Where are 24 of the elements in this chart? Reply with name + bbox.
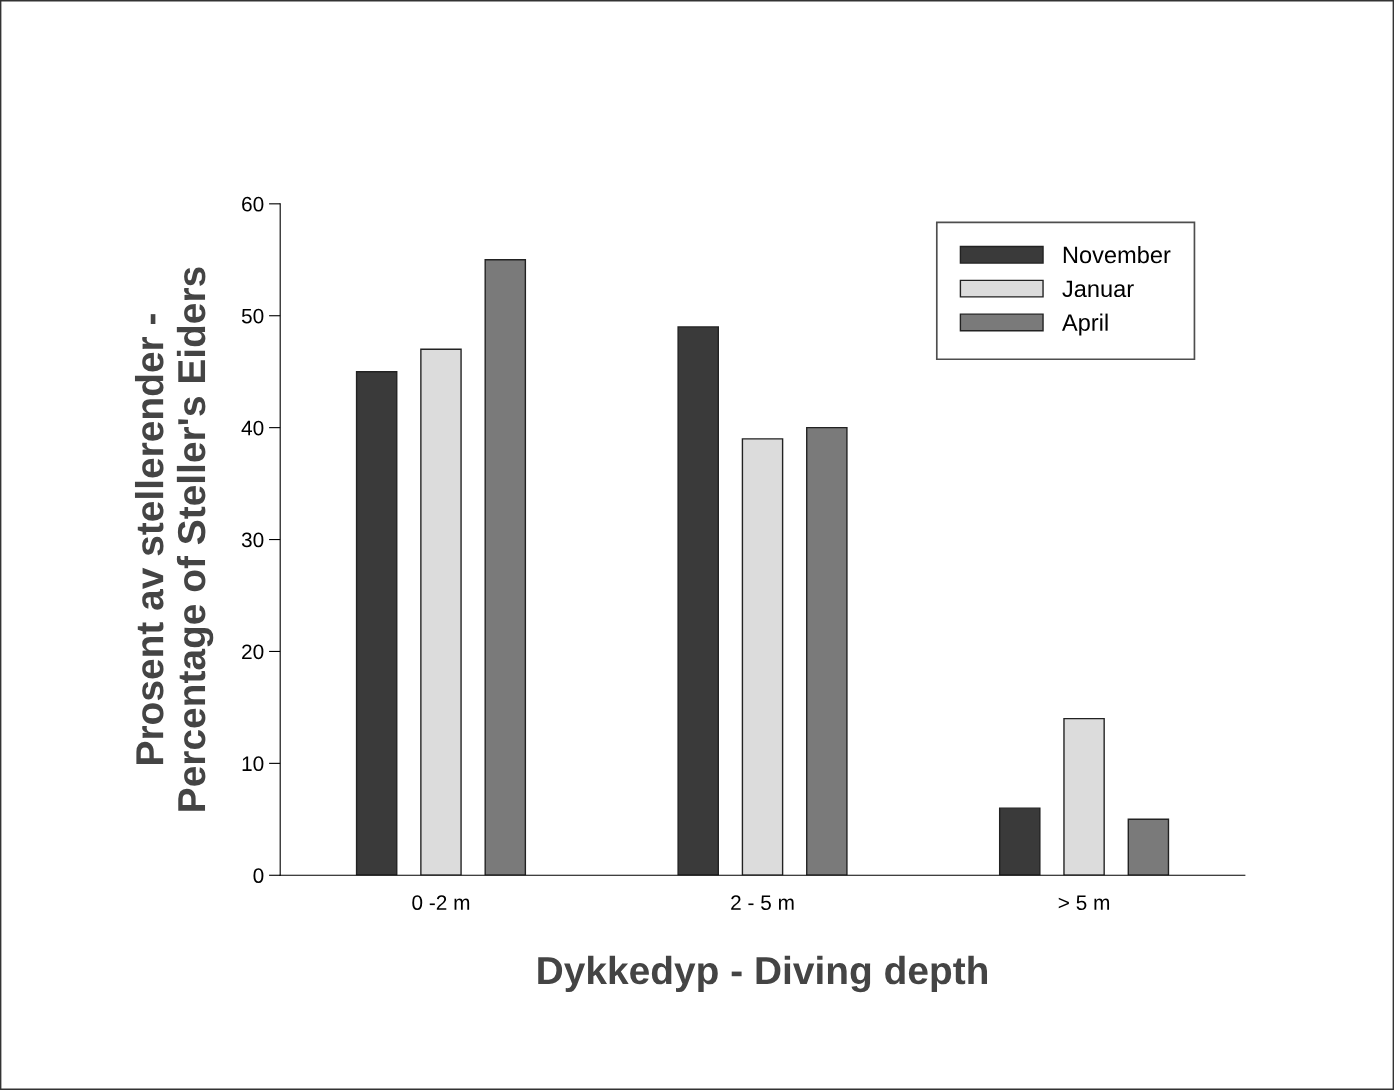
x-tick-label: 0 -2 m [412, 895, 470, 911]
y-tick-label: 50 [241, 308, 264, 324]
y-axis-title: Prosent av stellerender - Percentage of Steller's Eiders [134, 267, 214, 811]
bar [806, 426, 848, 876]
y-tick-label: 30 [241, 532, 264, 548]
bar [355, 370, 398, 876]
bar [741, 438, 784, 876]
bar [1063, 717, 1105, 876]
legend-label: November [1063, 245, 1171, 264]
legend-label: April [1061, 313, 1108, 336]
x-axis-title: Dykkedyp - Diving depth [538, 955, 988, 993]
x-tick-label: 2 - 5 m [731, 895, 794, 911]
legend-label: Januar [1062, 280, 1134, 298]
bar [420, 348, 462, 876]
y-tick-label: 20 [242, 644, 264, 660]
y-tick-label: 10 [242, 756, 264, 772]
y-tick-label: 60 [242, 196, 264, 212]
x-tick-label: > 5 m [1058, 895, 1110, 911]
bar [484, 259, 527, 876]
bar [998, 807, 1041, 876]
bar [677, 326, 719, 876]
bar [1127, 818, 1170, 876]
y-tick-label: 0 [253, 868, 264, 884]
y-tick-label: 40 [241, 420, 264, 436]
